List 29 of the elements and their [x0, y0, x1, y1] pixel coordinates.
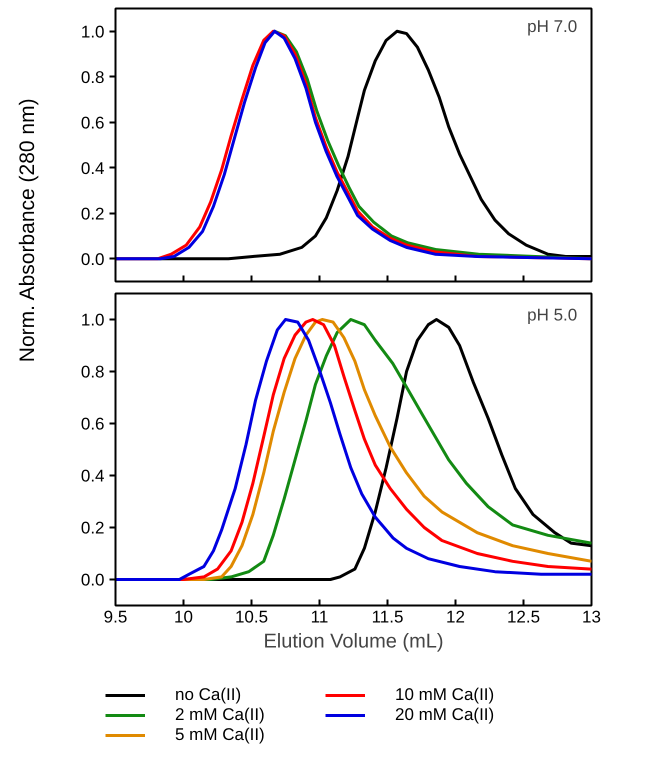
- y-tick-label: 0.8: [80, 68, 105, 87]
- x-tick-label: 11.5: [372, 608, 404, 626]
- legend-label: 5 mM Ca(II): [175, 725, 266, 745]
- y-tick-label: 0.6: [80, 414, 105, 434]
- y-tick-label: 0.0: [80, 250, 105, 269]
- legend-label: 2 mM Ca(II): [175, 705, 266, 725]
- y-tick-label: 1.0: [80, 310, 105, 330]
- y-tick-label: 1.0: [80, 22, 105, 42]
- x-tick-label: 10: [174, 608, 193, 626]
- y-tick-label: 0.4: [80, 466, 105, 486]
- x-tick-label: 10.5: [234, 608, 268, 626]
- x-tick-label: 9.5: [104, 608, 128, 626]
- annotation: pH 5.0: [527, 306, 578, 325]
- x-axis-title: Elution Volume (mL): [263, 630, 444, 652]
- y-tick-label: 0.4: [80, 158, 105, 178]
- y-tick-label: 0.8: [80, 362, 105, 382]
- legend-label: 20 mM Ca(II): [395, 705, 496, 725]
- x-tick-label: 12: [446, 608, 465, 626]
- y-tick-label: 0.0: [80, 570, 105, 590]
- legend-label: 10 mM Ca(II): [395, 685, 496, 705]
- y-tick-label: 0.6: [80, 113, 105, 132]
- y-tick-label: 0.2: [80, 204, 105, 224]
- annotation: pH 7.0: [527, 16, 578, 36]
- x-tick-label: 13: [582, 608, 601, 626]
- x-tick-label: 12.5: [506, 608, 540, 626]
- legend-label: no Ca(II): [175, 685, 242, 705]
- x-tick-label: 11: [310, 608, 328, 626]
- y-axis-title: Norm. Absorbance (280 nm): [16, 98, 39, 362]
- y-tick-label: 0.2: [80, 518, 105, 538]
